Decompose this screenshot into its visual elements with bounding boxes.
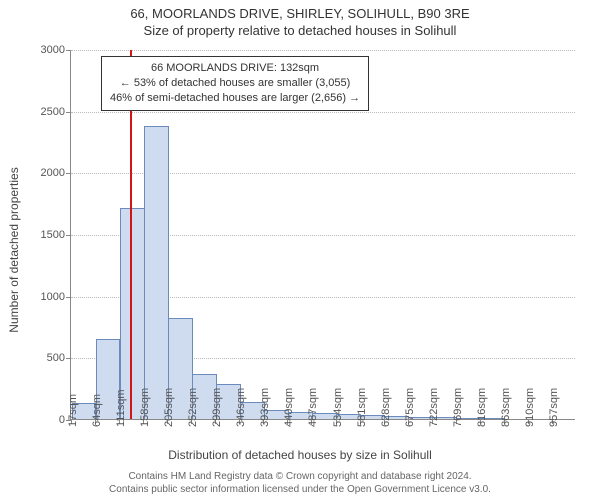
ytick-mark: [66, 235, 71, 236]
ytick-label: 3000: [41, 44, 65, 56]
chart-area: 05001000150020002500300017sqm64sqm111sqm…: [70, 50, 575, 420]
xtick-label: 64sqm: [91, 394, 103, 427]
ytick-label: 500: [47, 352, 65, 364]
xtick-label: 440sqm: [283, 388, 295, 427]
xtick-label: 910sqm: [524, 388, 536, 427]
xtick-label: 205sqm: [163, 388, 175, 427]
histogram-bar: [144, 126, 169, 419]
xtick-label: 252sqm: [187, 388, 199, 427]
xtick-label: 957sqm: [548, 388, 560, 427]
ytick-label: 2500: [41, 106, 65, 118]
xtick-label: 675sqm: [404, 388, 416, 427]
annotation-line-1: 66 MOORLANDS DRIVE: 132sqm: [110, 61, 360, 76]
plot-area: 05001000150020002500300017sqm64sqm111sqm…: [70, 50, 575, 420]
xtick-label: 769sqm: [452, 388, 464, 427]
chart-container: 66, MOORLANDS DRIVE, SHIRLEY, SOLIHULL, …: [0, 0, 600, 500]
xtick-label: 863sqm: [500, 388, 512, 427]
xtick-label: 111sqm: [115, 389, 127, 427]
xtick-label: 17sqm: [67, 394, 79, 427]
xtick-label: 393sqm: [259, 388, 271, 427]
ytick-mark: [66, 173, 71, 174]
ytick-mark: [66, 297, 71, 298]
chart-title: 66, MOORLANDS DRIVE, SHIRLEY, SOLIHULL, …: [0, 0, 600, 23]
gridline: [71, 50, 575, 51]
ytick-mark: [66, 112, 71, 113]
ytick-mark: [66, 358, 71, 359]
footer-line-1: Contains HM Land Registry data © Crown c…: [0, 470, 600, 483]
gridline: [71, 112, 575, 113]
xtick-label: 487sqm: [307, 388, 319, 427]
ytick-mark: [66, 50, 71, 51]
footer-attribution: Contains HM Land Registry data © Crown c…: [0, 470, 600, 496]
annotation-line-2: ← 53% of detached houses are smaller (3,…: [110, 76, 360, 91]
footer-line-2: Contains public sector information licen…: [0, 483, 600, 496]
xtick-label: 816sqm: [476, 388, 488, 427]
x-axis-title: Distribution of detached houses by size …: [0, 448, 600, 462]
xtick-label: 628sqm: [380, 388, 392, 427]
xtick-label: 722sqm: [428, 388, 440, 427]
ytick-label: 2000: [41, 167, 65, 179]
chart-subtitle: Size of property relative to detached ho…: [0, 23, 600, 38]
annotation-box: 66 MOORLANDS DRIVE: 132sqm← 53% of detac…: [101, 56, 369, 111]
xtick-label: 158sqm: [139, 388, 151, 427]
annotation-line-3: 46% of semi-detached houses are larger (…: [110, 91, 360, 106]
xtick-label: 534sqm: [332, 388, 344, 427]
xtick-label: 581sqm: [356, 388, 368, 427]
y-axis-title: Number of detached properties: [7, 167, 21, 332]
xtick-label: 346sqm: [235, 388, 247, 427]
ytick-label: 1500: [41, 229, 65, 241]
xtick-label: 299sqm: [211, 388, 223, 427]
ytick-label: 0: [59, 414, 65, 426]
ytick-label: 1000: [41, 291, 65, 303]
